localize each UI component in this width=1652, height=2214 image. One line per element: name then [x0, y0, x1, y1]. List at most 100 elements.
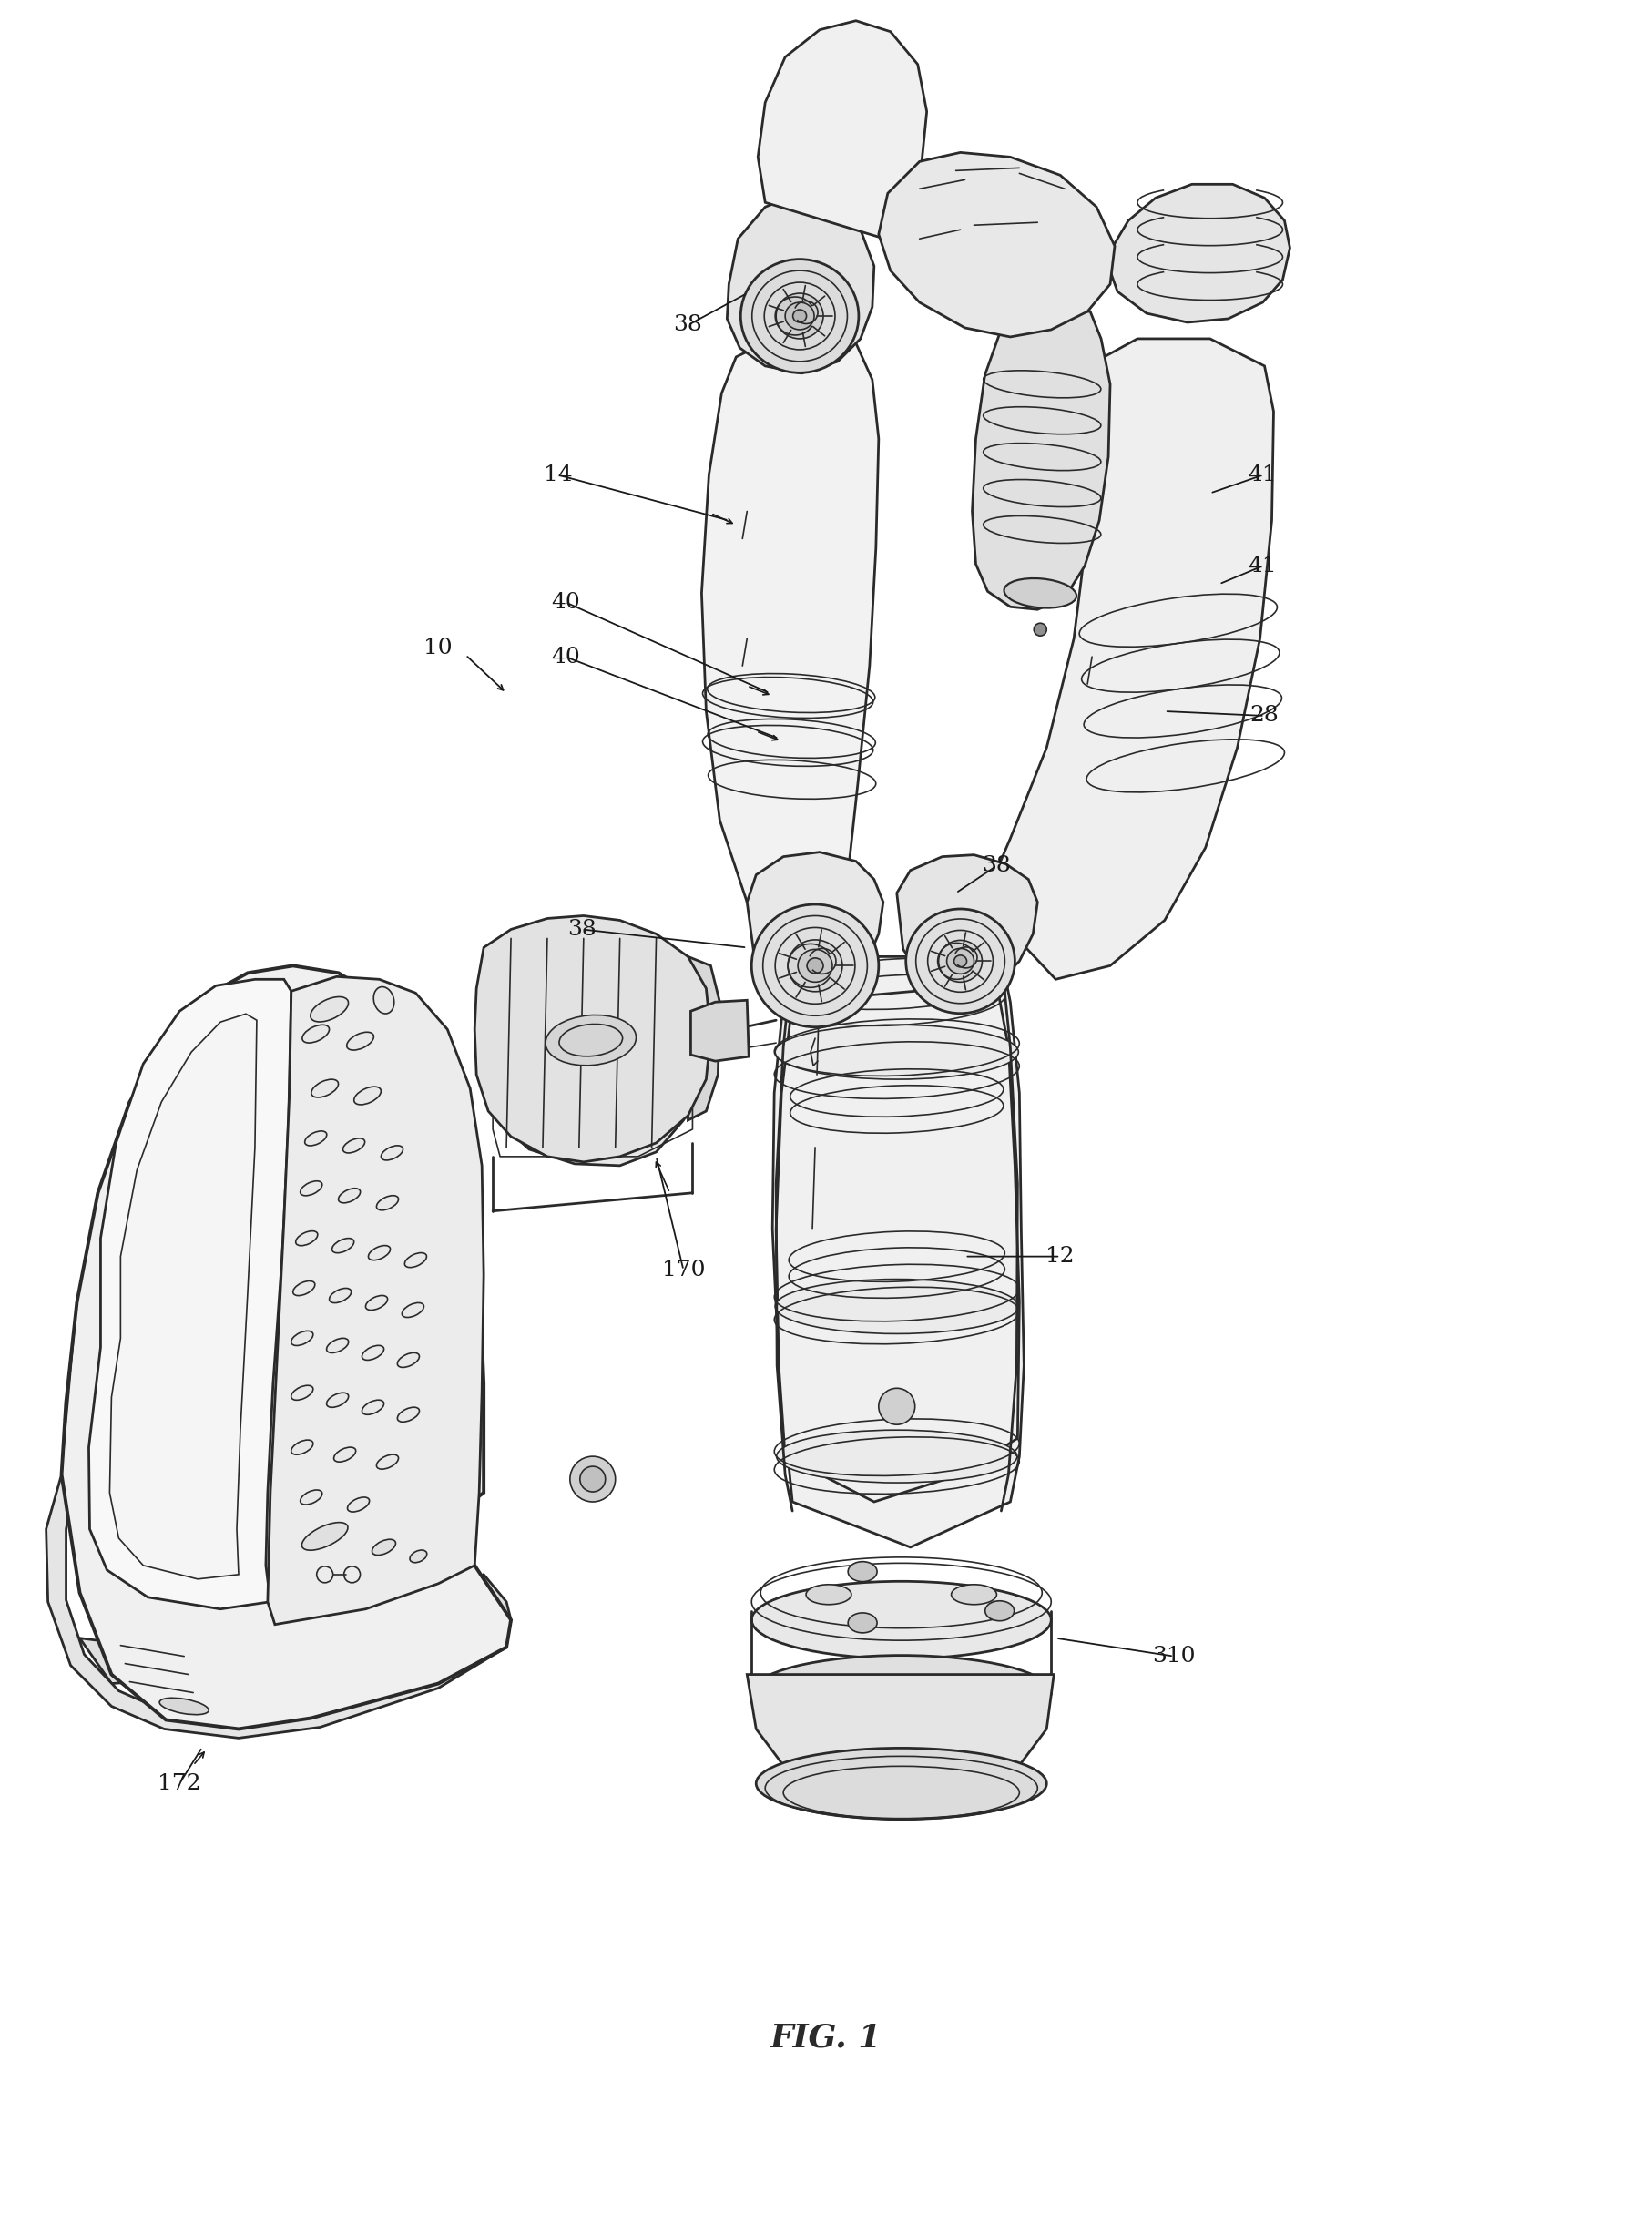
Ellipse shape [752, 903, 879, 1027]
Ellipse shape [334, 1448, 355, 1461]
Ellipse shape [775, 1025, 1019, 1078]
Text: 170: 170 [662, 1260, 705, 1280]
Text: 40: 40 [552, 591, 580, 613]
Ellipse shape [775, 1280, 1019, 1333]
Ellipse shape [291, 1386, 314, 1399]
Polygon shape [776, 983, 1019, 1501]
Ellipse shape [398, 1353, 420, 1368]
Ellipse shape [291, 1439, 314, 1455]
Polygon shape [879, 153, 1115, 337]
Ellipse shape [382, 1145, 403, 1160]
Ellipse shape [776, 1430, 1018, 1483]
Text: 310: 310 [1151, 1645, 1196, 1667]
Ellipse shape [788, 939, 843, 992]
Ellipse shape [947, 948, 975, 974]
Polygon shape [89, 979, 291, 1610]
Ellipse shape [806, 959, 823, 974]
Ellipse shape [302, 1025, 329, 1043]
Ellipse shape [347, 1032, 373, 1049]
Polygon shape [1108, 184, 1290, 323]
Ellipse shape [752, 1656, 1051, 1729]
Ellipse shape [563, 1034, 618, 1069]
Ellipse shape [354, 1087, 382, 1105]
Ellipse shape [905, 910, 1014, 1014]
Text: 28: 28 [1251, 706, 1279, 726]
Ellipse shape [952, 1585, 996, 1605]
Ellipse shape [362, 1399, 383, 1415]
Polygon shape [702, 330, 879, 901]
Ellipse shape [339, 1189, 360, 1202]
Ellipse shape [1004, 578, 1077, 609]
Ellipse shape [296, 1231, 317, 1246]
Ellipse shape [327, 1337, 349, 1353]
Ellipse shape [752, 1581, 1051, 1658]
Ellipse shape [580, 1466, 605, 1492]
Ellipse shape [304, 1131, 327, 1145]
Polygon shape [747, 852, 884, 999]
Ellipse shape [847, 1561, 877, 1581]
Text: 38: 38 [567, 919, 596, 939]
Text: 172: 172 [159, 1773, 202, 1793]
Ellipse shape [545, 1014, 636, 1065]
Ellipse shape [377, 1196, 398, 1211]
Polygon shape [983, 339, 1274, 979]
Ellipse shape [847, 1612, 877, 1634]
Text: FIG. 1: FIG. 1 [770, 2021, 882, 2052]
Ellipse shape [570, 1457, 615, 1501]
Ellipse shape [879, 1388, 915, 1424]
Ellipse shape [757, 1749, 1047, 1820]
Polygon shape [109, 1014, 256, 1579]
Ellipse shape [785, 303, 814, 330]
Ellipse shape [362, 1346, 383, 1359]
Text: 14: 14 [544, 465, 573, 485]
Polygon shape [268, 976, 484, 1625]
Ellipse shape [347, 1497, 370, 1512]
Ellipse shape [301, 1180, 322, 1196]
Polygon shape [971, 312, 1110, 609]
Polygon shape [46, 1475, 507, 1738]
Ellipse shape [410, 1550, 426, 1563]
Ellipse shape [740, 259, 859, 372]
Ellipse shape [938, 941, 983, 983]
Text: 38: 38 [674, 314, 702, 337]
Ellipse shape [372, 1539, 396, 1554]
Ellipse shape [160, 1698, 208, 1714]
Ellipse shape [1034, 622, 1047, 635]
Ellipse shape [332, 1238, 354, 1253]
Ellipse shape [302, 1523, 349, 1550]
Polygon shape [758, 20, 927, 237]
Ellipse shape [985, 1601, 1014, 1621]
Ellipse shape [311, 996, 349, 1023]
Polygon shape [773, 956, 1024, 1548]
Ellipse shape [398, 1408, 420, 1421]
Polygon shape [687, 956, 720, 1120]
Polygon shape [691, 1001, 748, 1061]
Text: 41: 41 [1249, 556, 1277, 576]
Polygon shape [897, 855, 1037, 987]
Text: 10: 10 [425, 638, 453, 658]
Text: 41: 41 [1249, 465, 1277, 485]
Ellipse shape [373, 987, 395, 1014]
Ellipse shape [401, 1302, 425, 1317]
Polygon shape [482, 928, 702, 1165]
Ellipse shape [327, 1393, 349, 1408]
Ellipse shape [806, 1585, 851, 1605]
Ellipse shape [311, 1080, 339, 1098]
Ellipse shape [377, 1455, 398, 1470]
Ellipse shape [953, 954, 966, 968]
Polygon shape [61, 965, 510, 1729]
Ellipse shape [776, 292, 823, 339]
Ellipse shape [329, 1289, 352, 1302]
Polygon shape [727, 193, 874, 374]
Ellipse shape [292, 1282, 316, 1295]
Ellipse shape [301, 1490, 322, 1506]
Ellipse shape [365, 1295, 388, 1311]
Text: 38: 38 [983, 855, 1011, 877]
Polygon shape [474, 917, 710, 1162]
Ellipse shape [798, 950, 833, 983]
Ellipse shape [405, 1253, 426, 1266]
Ellipse shape [291, 1331, 314, 1346]
Text: 12: 12 [1046, 1246, 1075, 1266]
Text: 40: 40 [552, 646, 580, 666]
Ellipse shape [368, 1246, 390, 1260]
